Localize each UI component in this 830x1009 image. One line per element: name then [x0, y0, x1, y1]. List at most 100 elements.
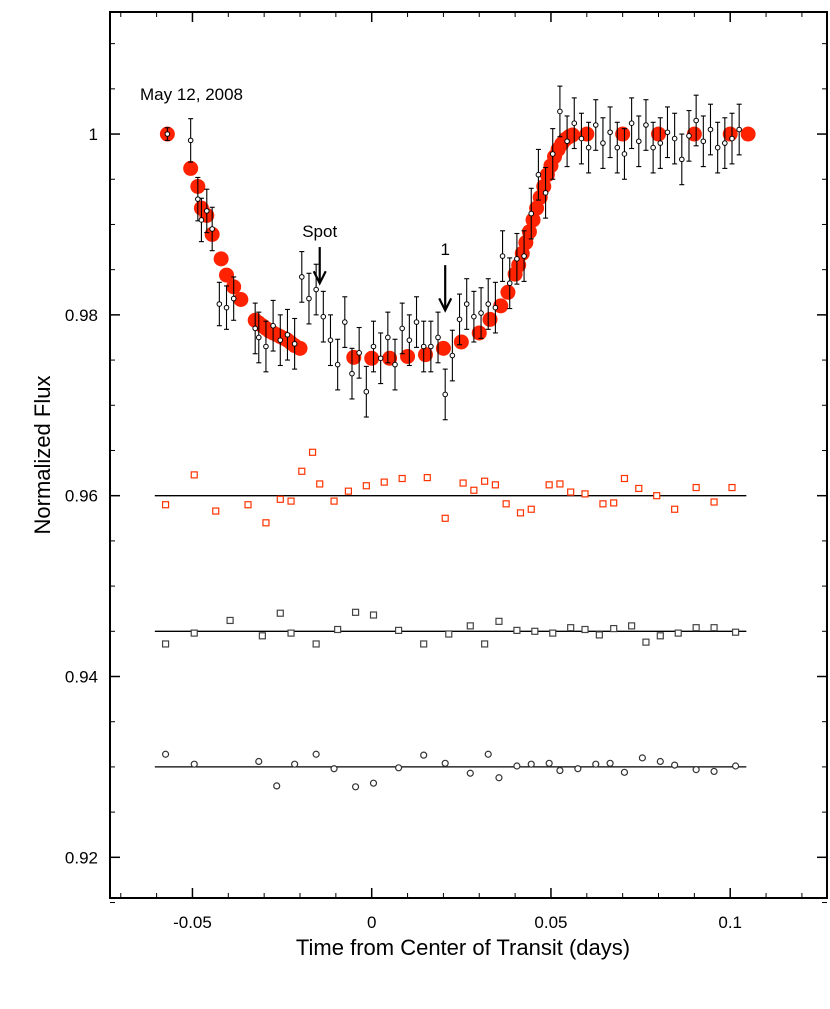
data-point — [592, 122, 599, 128]
residual-point — [344, 487, 353, 495]
residual-point — [369, 779, 378, 787]
data-point — [413, 319, 420, 325]
residual-point — [692, 766, 700, 774]
model-point — [564, 127, 580, 143]
data-point — [449, 352, 456, 359]
model-point — [233, 291, 249, 307]
data-point — [714, 144, 721, 151]
residual-point — [351, 608, 360, 616]
residual-point — [308, 448, 317, 456]
residual-point — [495, 617, 503, 625]
data-point — [729, 135, 735, 142]
data-point — [263, 343, 269, 350]
axis-ticks: -0.05 0 0.05 0.1 0.92 0.94 0.96 0.98 1 — [65, 12, 827, 932]
data-point — [736, 126, 742, 133]
data-point — [657, 140, 664, 146]
residual-point — [549, 629, 557, 637]
annotation-arrow-head — [312, 270, 327, 286]
residual-point — [513, 626, 521, 634]
y-tick-label: 0.98 — [65, 306, 98, 325]
data-point — [528, 210, 535, 217]
residual-point — [161, 501, 170, 509]
residual-point — [441, 759, 449, 767]
data-point — [635, 138, 642, 145]
residual-point — [484, 750, 492, 758]
x-axis-title: Time from Center of Transit (days) — [296, 935, 630, 960]
residual-point — [710, 498, 718, 506]
residual-point — [445, 630, 453, 638]
residual-point — [190, 629, 198, 637]
data-point — [671, 135, 678, 142]
residual-point — [495, 774, 503, 782]
data-point — [223, 304, 230, 311]
data-point — [542, 190, 549, 196]
y-tick-label: 0.94 — [65, 668, 98, 687]
residual-point — [620, 768, 629, 776]
data-point — [392, 361, 398, 368]
model-point — [435, 340, 451, 356]
data-point — [342, 319, 348, 325]
residual-point — [527, 505, 535, 513]
residual-point — [255, 757, 263, 766]
data-point — [334, 361, 341, 368]
data-point — [306, 295, 312, 302]
residual-point — [516, 509, 525, 517]
data-point — [557, 108, 563, 115]
residual-point — [380, 478, 388, 486]
residual-point — [244, 501, 252, 509]
data-point — [693, 117, 699, 124]
model-point — [525, 212, 541, 228]
residual-point — [394, 626, 403, 634]
residual-point — [441, 514, 449, 522]
annotations: Spot 1 — [302, 222, 453, 313]
data-point — [277, 337, 284, 343]
model-point — [213, 251, 229, 267]
data-point — [614, 144, 621, 151]
data-point — [187, 137, 194, 144]
residual-point — [258, 632, 266, 640]
residual-point — [330, 765, 338, 773]
photometry-points — [164, 108, 742, 398]
model-point — [417, 347, 433, 363]
data-point — [377, 355, 384, 362]
residual-point — [567, 624, 575, 632]
data-point — [406, 337, 413, 343]
model-point — [453, 334, 469, 350]
residual-point — [394, 764, 403, 772]
data-point — [686, 133, 692, 139]
data-point — [349, 370, 355, 377]
data-point — [478, 310, 484, 316]
residual-point — [653, 492, 661, 500]
residual-point — [369, 611, 378, 619]
data-point — [216, 301, 223, 307]
residual-point — [731, 628, 740, 636]
residual-point — [481, 477, 489, 485]
residual-point — [710, 767, 718, 776]
residual-point — [398, 474, 406, 483]
data-point — [514, 256, 520, 262]
residual-point — [502, 500, 510, 508]
residual-point — [334, 625, 342, 634]
model-point — [183, 160, 199, 176]
residual-point — [545, 759, 553, 767]
residual-point — [291, 760, 299, 768]
data-point — [700, 138, 707, 145]
residual-point — [674, 629, 682, 637]
model-point — [511, 257, 527, 273]
x-tick-label: 0.1 — [718, 913, 742, 932]
residual-point — [190, 760, 198, 768]
data-point — [255, 334, 262, 341]
model-point — [740, 126, 756, 142]
y-axis-title: Normalized Flux — [30, 376, 55, 535]
data-point — [270, 322, 276, 329]
x-tick-label: 0 — [367, 913, 376, 932]
model-point — [482, 311, 498, 327]
residual-point — [273, 782, 281, 790]
residual-point — [481, 640, 489, 648]
transit-model-points — [159, 126, 756, 366]
data-point — [198, 217, 205, 223]
model-point — [521, 224, 537, 240]
residual-point — [635, 484, 643, 493]
residual-point — [513, 762, 521, 770]
annotation-arrow-head — [438, 297, 453, 313]
